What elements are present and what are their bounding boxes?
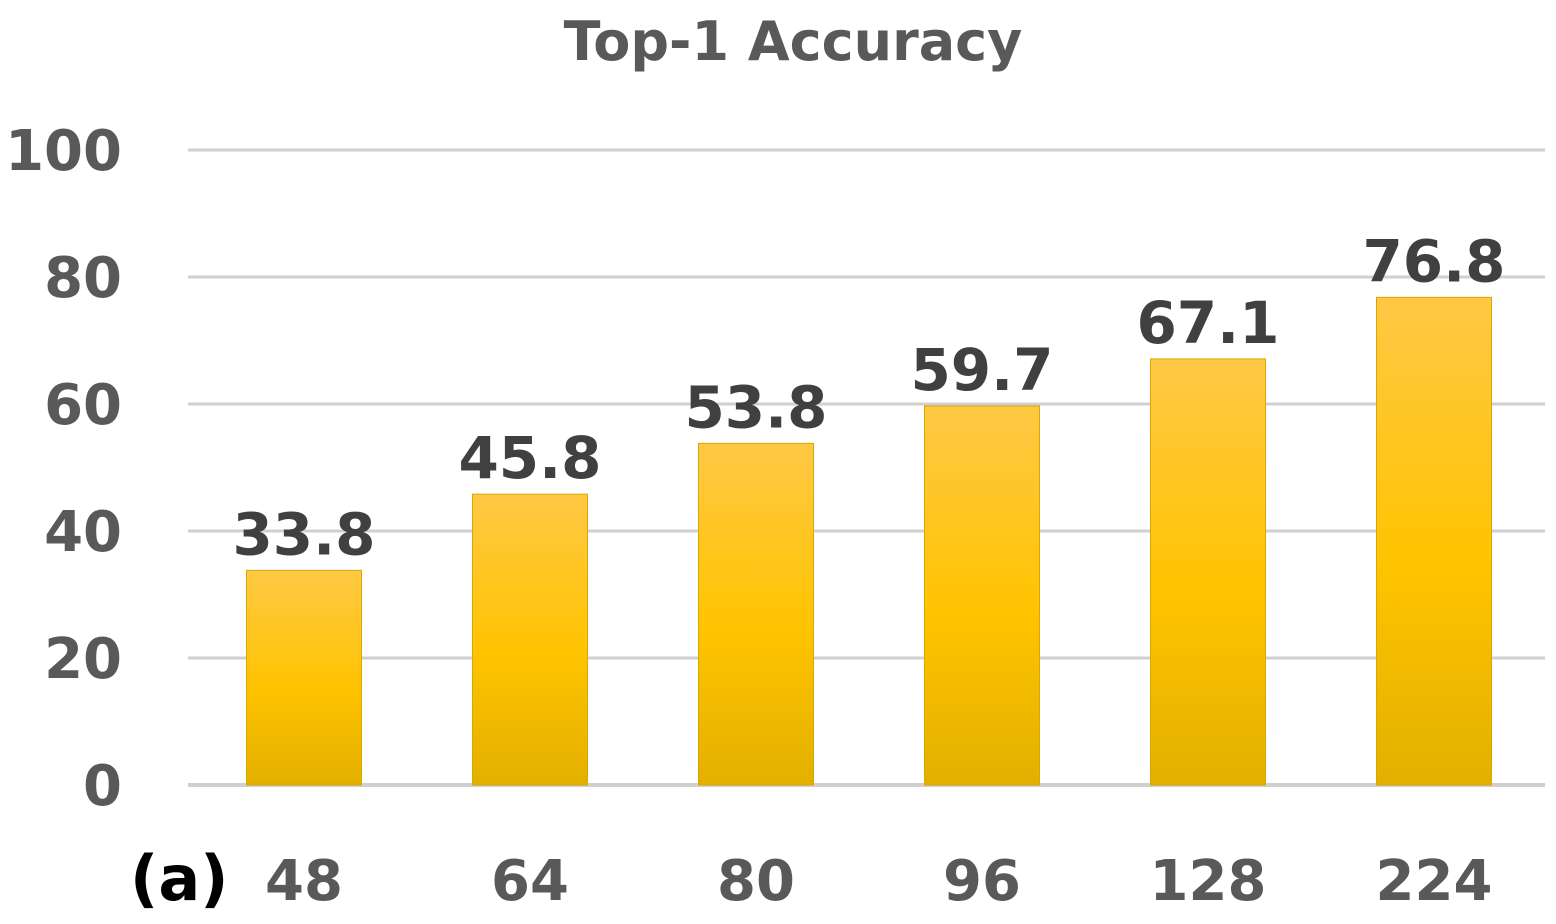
bar-80 <box>698 442 814 786</box>
x-tick-label: 64 <box>491 849 569 914</box>
y-tick-label: 60 <box>44 373 122 438</box>
y-tick-label: 40 <box>44 500 122 565</box>
bar-96 <box>924 405 1040 786</box>
y-tick-label: 80 <box>44 246 122 311</box>
data-label-64: 45.8 <box>458 424 601 492</box>
data-label-80: 53.8 <box>684 373 827 441</box>
x-tick-label: 128 <box>1150 849 1267 914</box>
data-label-224: 76.8 <box>1362 227 1505 295</box>
x-tick-label: 96 <box>943 849 1021 914</box>
chart-title: Top-1 Accuracy <box>564 10 1023 73</box>
bar-128 <box>1150 358 1266 786</box>
bar-48 <box>246 569 362 786</box>
bars <box>246 296 1492 786</box>
gridlines <box>188 148 1545 787</box>
panel-label: (a) <box>130 842 229 915</box>
y-tick-label: 20 <box>44 627 122 692</box>
bar-224 <box>1376 296 1492 786</box>
data-label-96: 59.7 <box>910 336 1053 404</box>
x-axis-ticks: 48 64 80 96 128 224 <box>265 849 1492 914</box>
y-tick-label: 0 <box>83 754 122 819</box>
x-tick-label: 80 <box>717 849 795 914</box>
x-tick-label: 224 <box>1376 849 1493 914</box>
y-tick-label: 100 <box>5 119 122 184</box>
x-tick-label: 48 <box>265 849 343 914</box>
data-labels: 33.8 45.8 53.8 59.7 67.1 76.8 <box>232 227 1505 568</box>
bar-64 <box>472 493 588 786</box>
data-label-128: 67.1 <box>1136 289 1279 357</box>
y-axis-ticks: 0 20 40 60 80 100 <box>5 119 122 819</box>
data-label-48: 33.8 <box>232 500 375 568</box>
